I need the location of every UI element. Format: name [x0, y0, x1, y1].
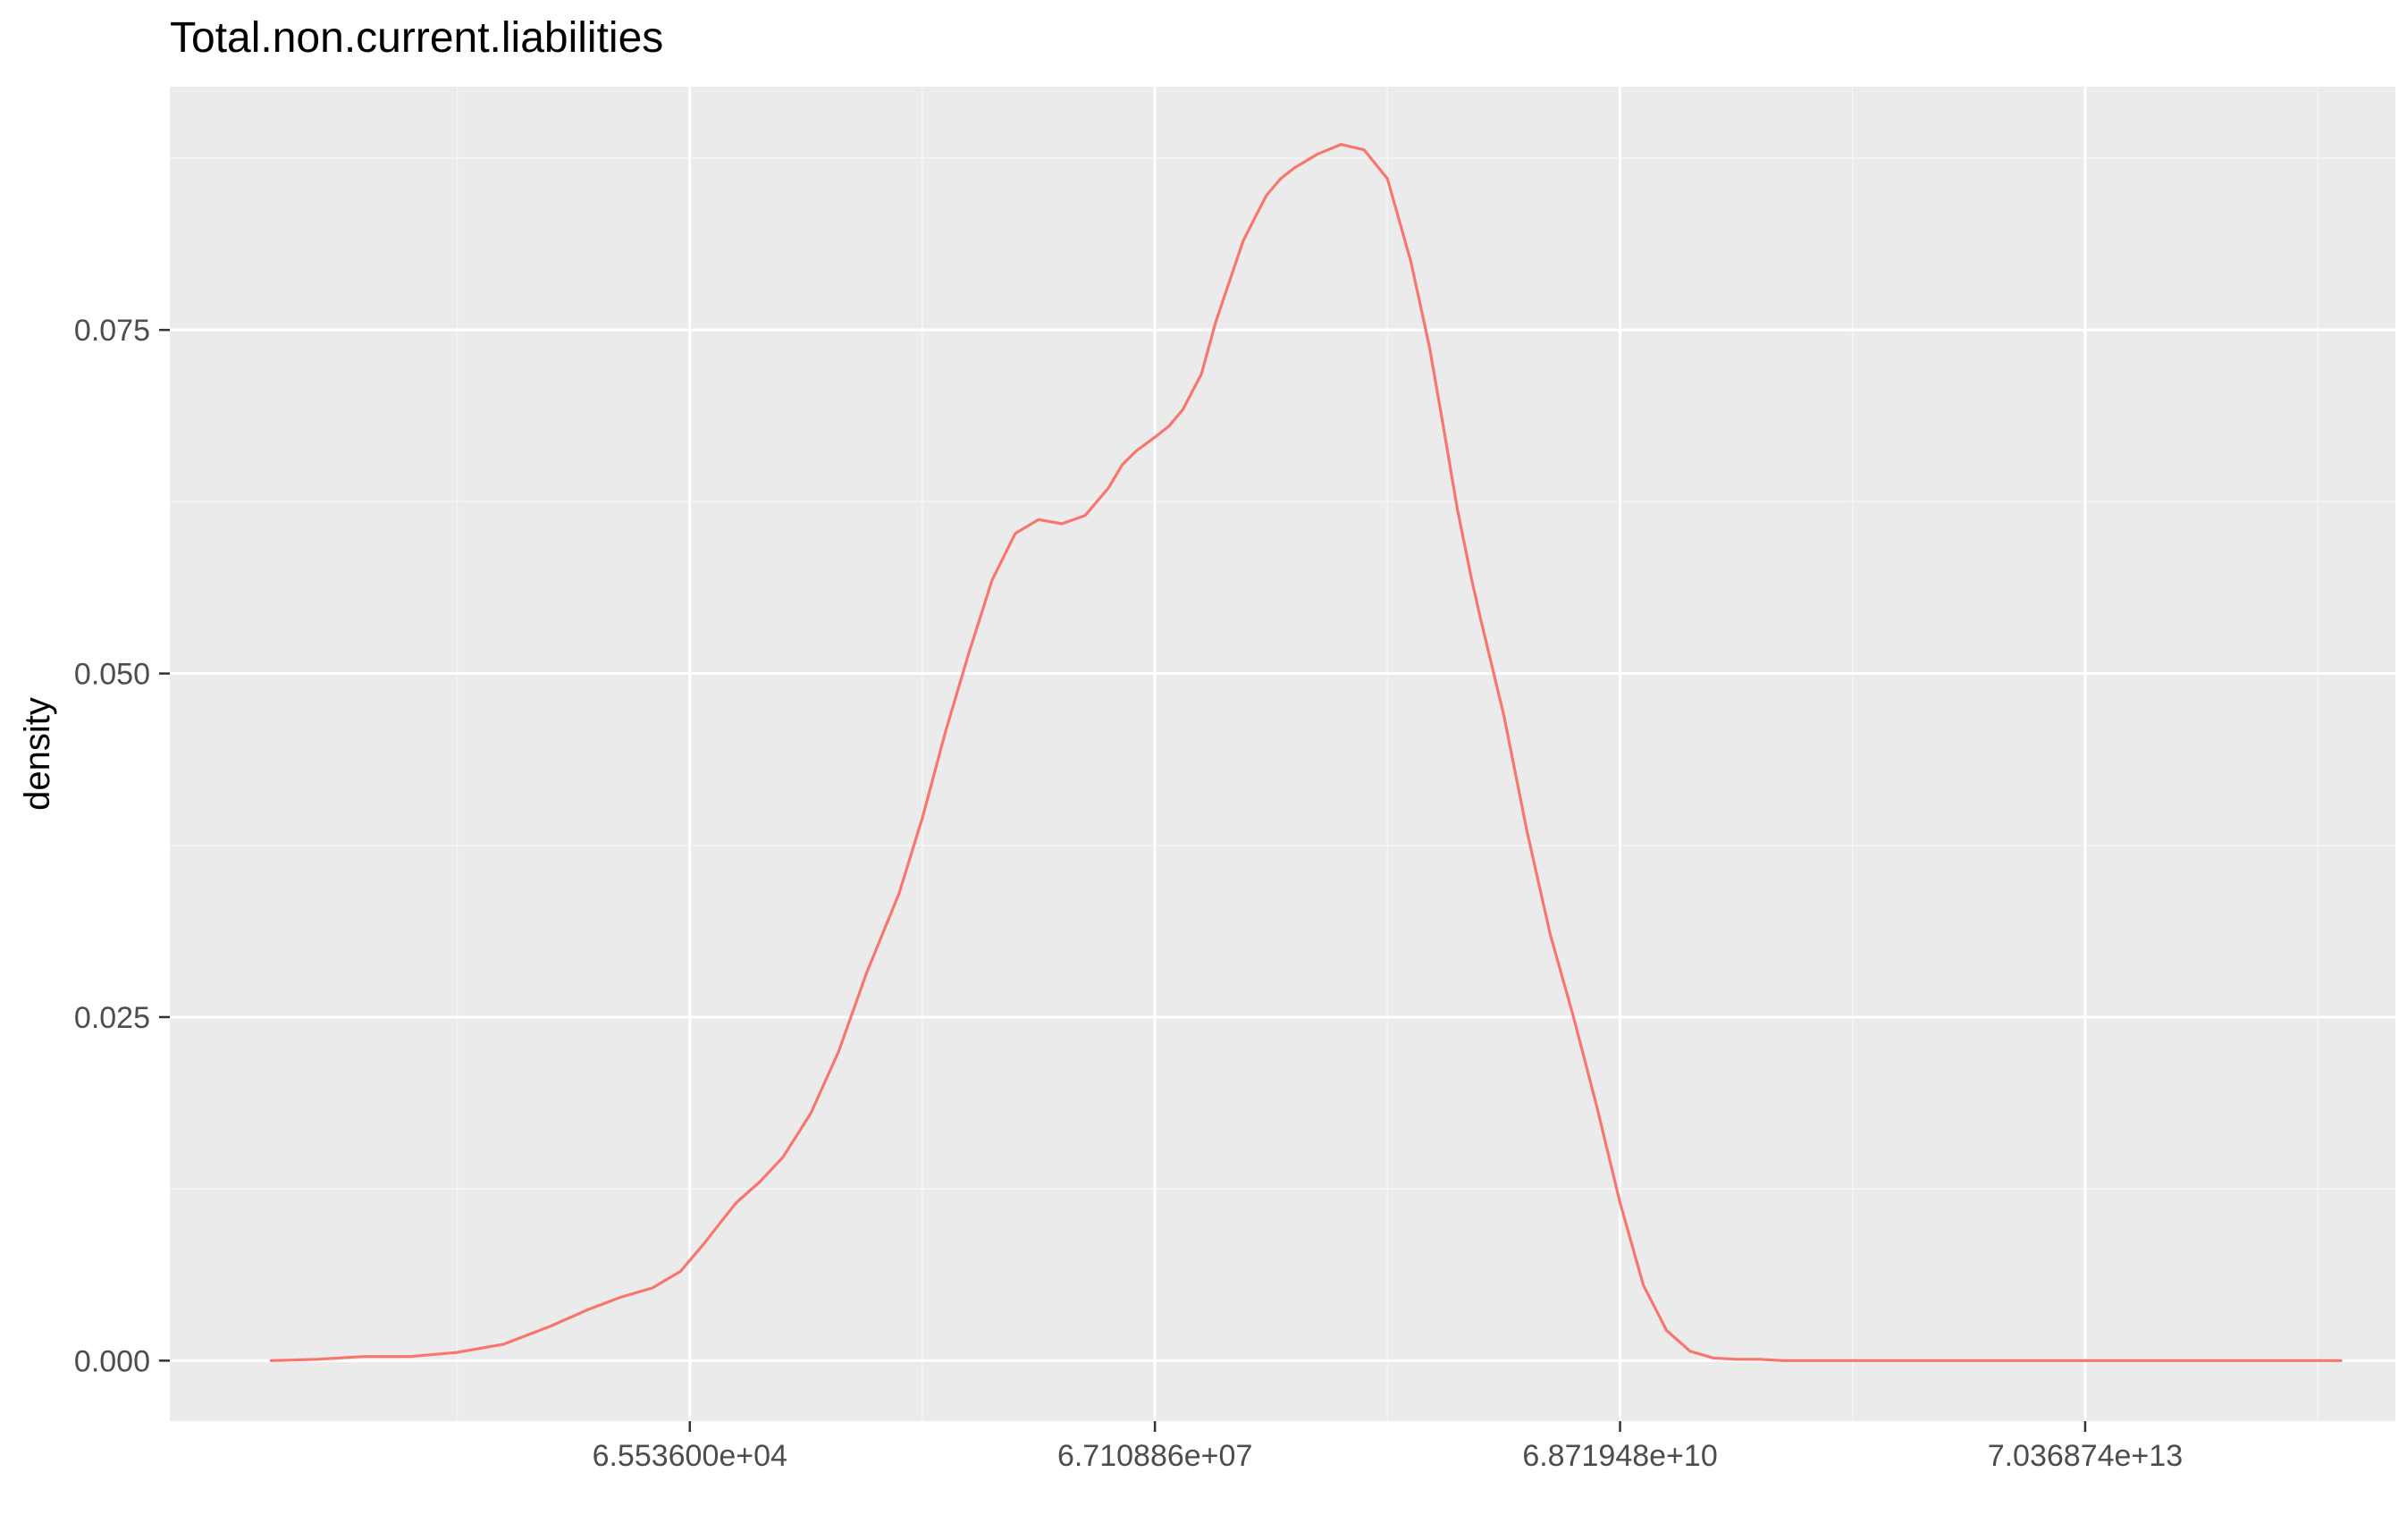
chart-title: Total.non.current.liabilities: [170, 14, 663, 62]
panel-background: [170, 87, 2395, 1421]
x-tick-label: 6.553600e+04: [593, 1439, 787, 1473]
y-tick-label: 0.000: [74, 1344, 150, 1378]
x-tick-label: 6.710886e+07: [1057, 1439, 1252, 1473]
plot-panel: [159, 87, 2395, 1432]
x-tick-label: 6.871948e+10: [1522, 1439, 1717, 1473]
x-tick-label: 7.036874e+13: [1988, 1439, 2183, 1473]
y-tick-label: 0.025: [74, 1001, 150, 1035]
density-line: [269, 143, 2343, 1362]
y-tick-label: 0.050: [74, 658, 150, 692]
y-tick-label: 0.075: [74, 314, 150, 348]
y-axis-label: density: [18, 697, 57, 811]
